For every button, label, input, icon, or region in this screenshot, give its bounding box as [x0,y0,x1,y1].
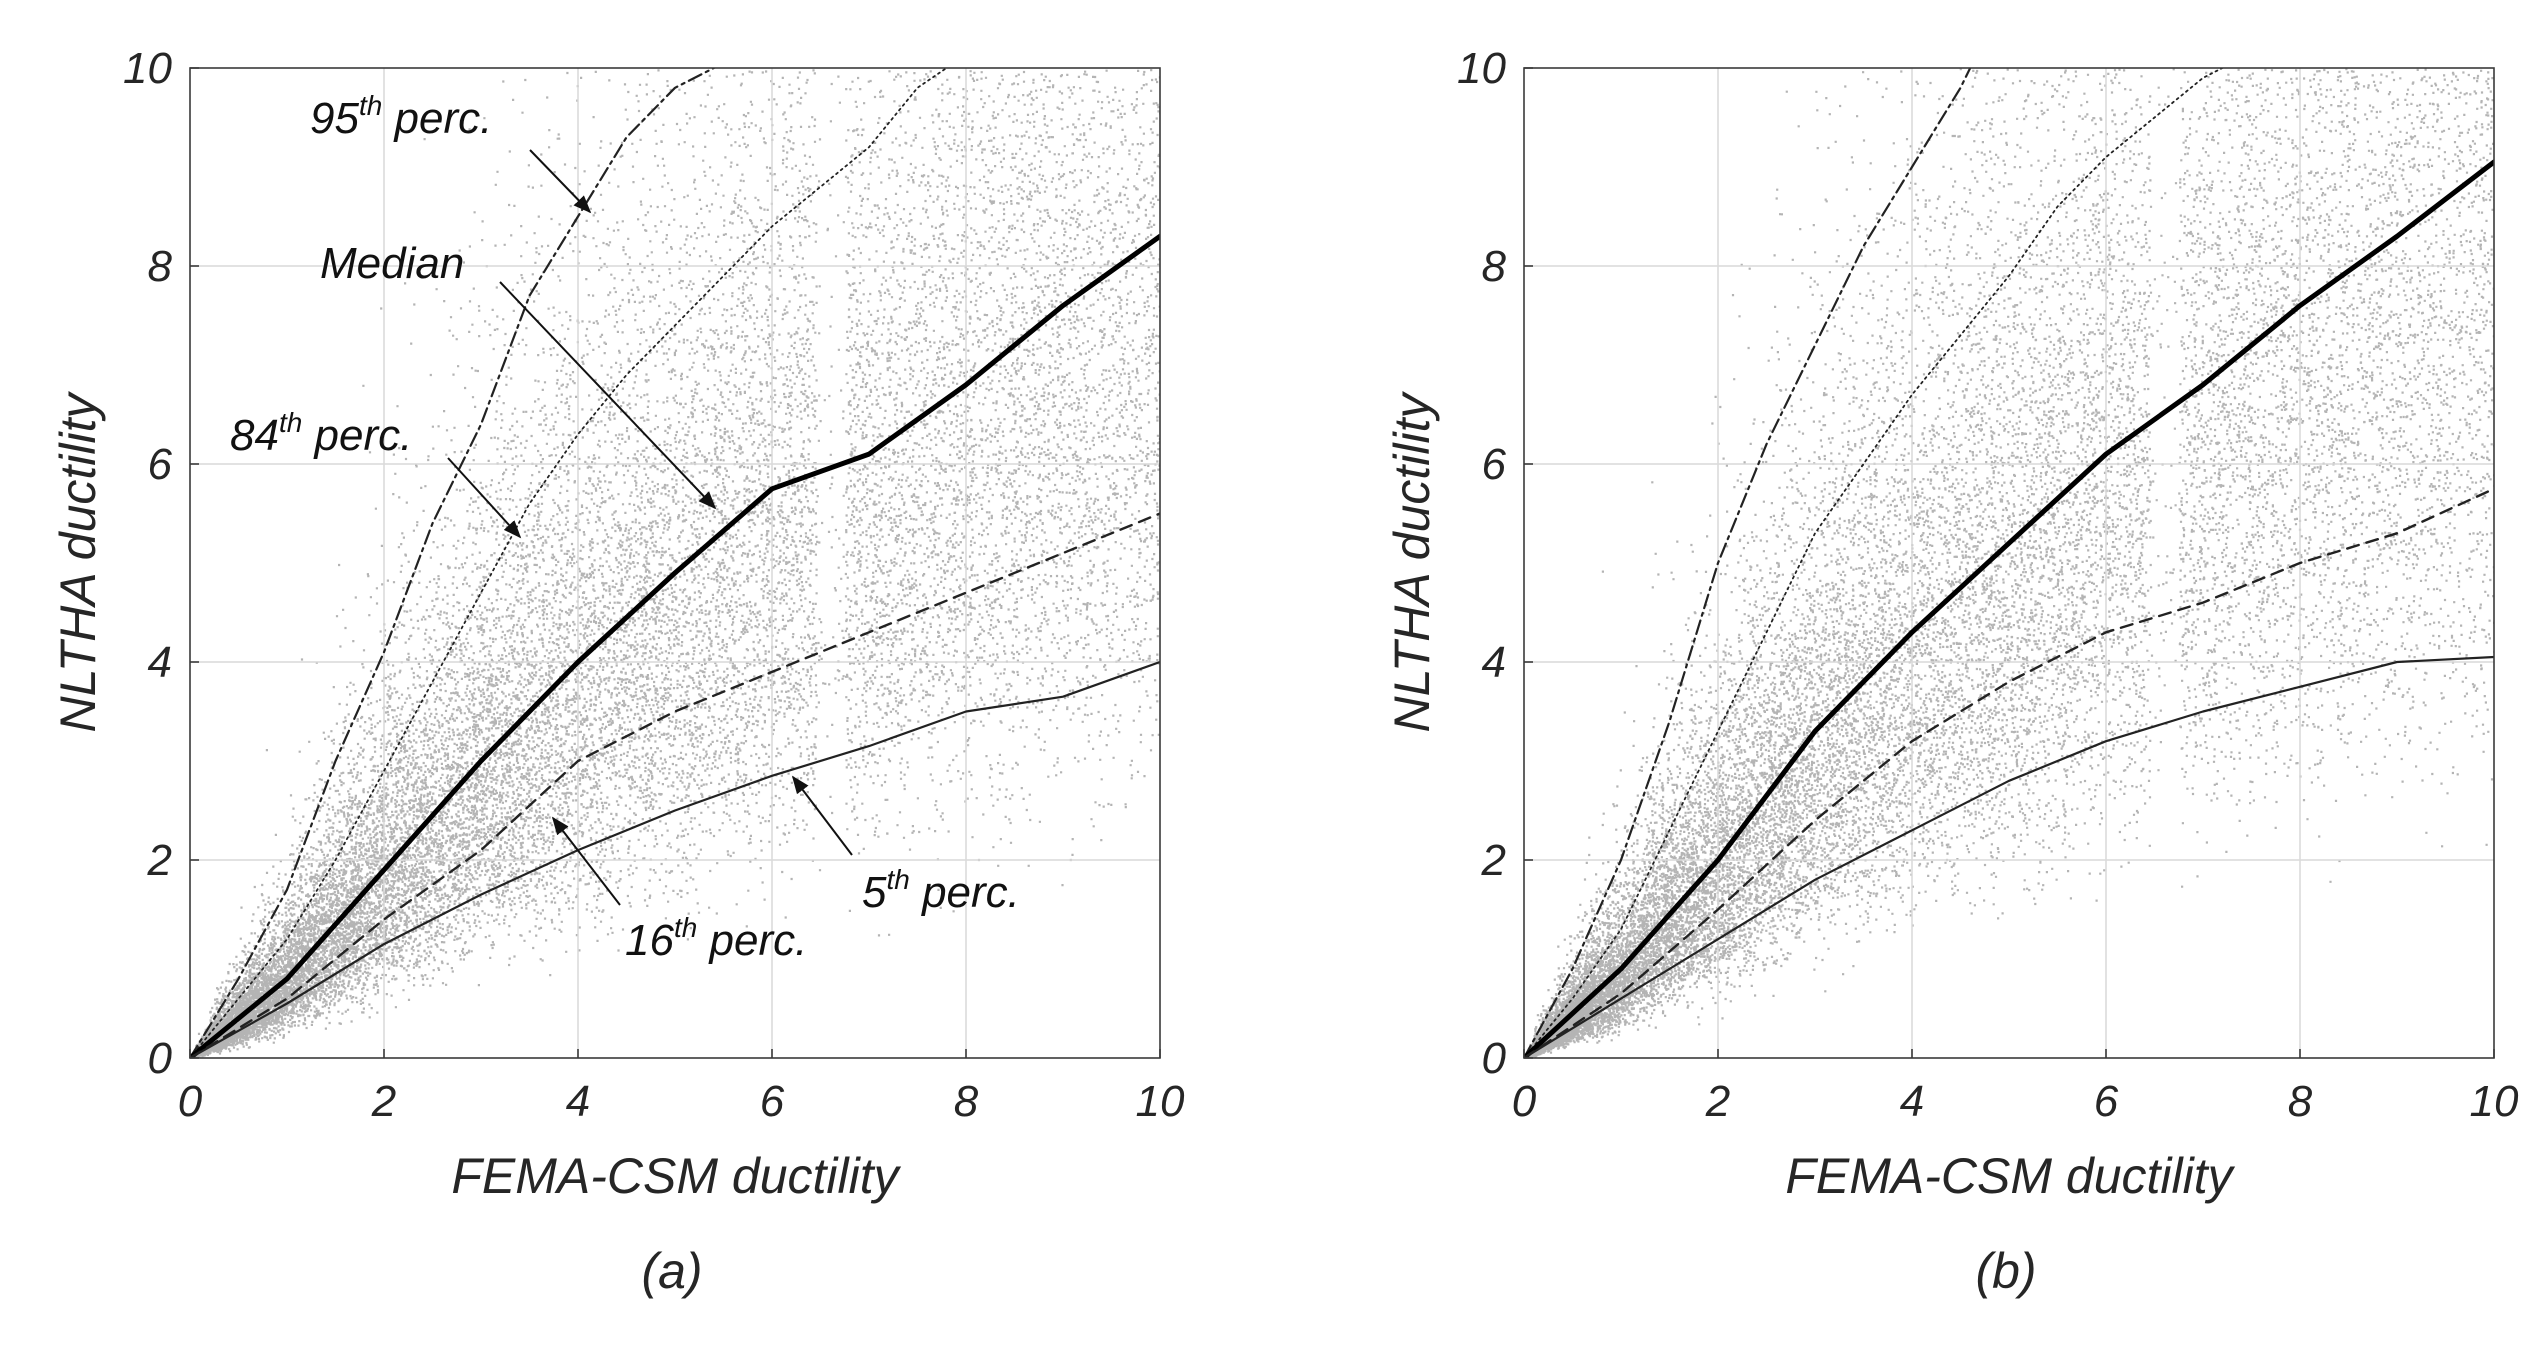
panel-label: (a) [641,1243,702,1299]
x-tick-label: 10 [2470,1077,2519,1126]
panel-label: (b) [1975,1243,2036,1299]
series-line-p84 [190,68,948,1058]
y-tick-label: 8 [148,242,173,291]
y-tick-label: 8 [1482,242,1507,291]
panel-a: 0 2 4 6 8 10 0 2 4 6 8 10 FEMA-CSM ductility NLTHA du… [50,44,1185,1299]
series-line-p84 [1524,68,2224,1058]
series-line-p16 [190,512,1160,1058]
y-tick-label: 0 [148,1034,173,1083]
x-tick-label: 6 [2094,1077,2119,1126]
axes-frame [189,67,1161,1059]
x-axis-label: FEMA-CSM ductility [1785,1148,2235,1204]
y-axis-label: NLTHA ductility [50,391,106,733]
series-line-median [1524,159,2494,1058]
series-line-p95 [190,68,715,1058]
panel-b: 0 2 4 6 8 10 0 2 4 6 8 10 FEMA-CSM ductility NLTHA du… [1384,44,2519,1299]
annotation-arrow-p84 [447,457,522,539]
y-axis-label: NLTHA ductility [1384,391,1440,733]
y-tick-label: 4 [1482,638,1506,687]
x-tick-label: 0 [178,1077,203,1126]
y-tick-label: 2 [1481,836,1506,885]
plot-area [1524,68,2494,1058]
x-tick-label: 2 [371,1077,396,1126]
x-tick-label: 0 [1512,1077,1537,1126]
y-tick-label: 0 [1482,1034,1507,1083]
annotation-p95: 95th perc. [310,90,492,143]
x-tick-label: 6 [760,1077,785,1126]
y-tick-label: 6 [148,440,173,489]
y-tick-label: 2 [147,836,172,885]
x-tick-label: 8 [954,1077,979,1126]
annotation-p16: 16th perc. [625,912,807,965]
x-tick-label: 8 [2288,1077,2313,1126]
x-axis-label: FEMA-CSM ductility [451,1148,901,1204]
series-line-p5 [190,660,1160,1058]
x-tick-label: 4 [566,1077,590,1126]
y-tick-label: 4 [148,638,172,687]
series-line-p16 [1524,487,2494,1058]
annotation-median: Median [320,239,464,288]
axes-frame [1523,67,2495,1059]
series-line-p95 [1524,68,1972,1058]
annotation-arrow-p16 [551,816,621,906]
y-tick-label: 6 [1482,440,1507,489]
y-tick-label: 10 [1457,44,1506,93]
scatter-points [1524,68,2494,1058]
x-tick-label: 2 [1705,1077,1730,1126]
annotation-arrow-p5 [791,775,853,856]
y-tick-label: 10 [123,44,172,93]
series-line-p5 [1524,655,2494,1058]
x-tick-label: 10 [1136,1077,1185,1126]
annotation-p84: 84th perc. [230,407,412,460]
series-line-median [190,233,1160,1058]
annotation-p5: 5th perc. [862,864,1020,917]
x-tick-label: 4 [1900,1077,1924,1126]
annotation-arrow-p95 [529,149,592,214]
annotation-arrow-median [499,281,717,510]
